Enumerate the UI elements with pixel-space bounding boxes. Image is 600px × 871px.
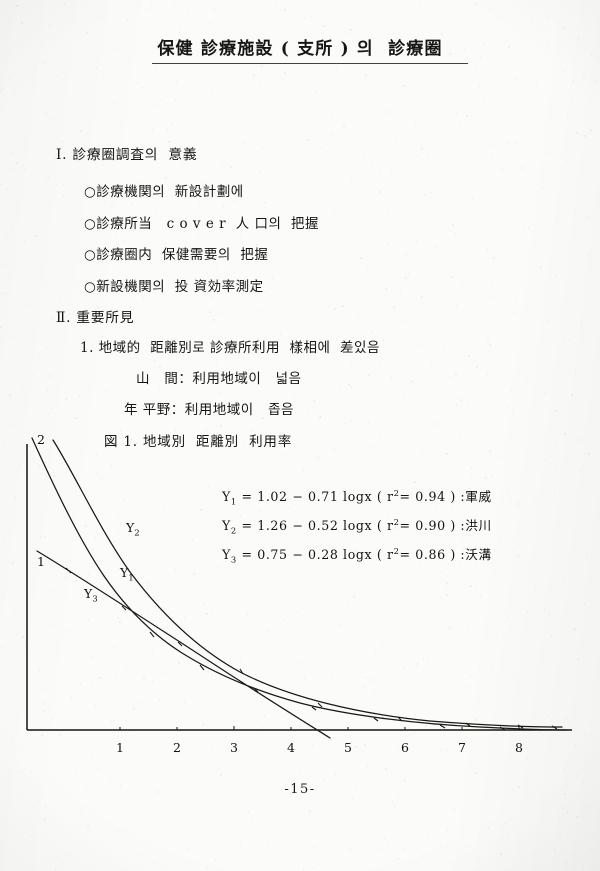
equation-y2-body: = 1.26 − 0.52 logx ( r — [236, 518, 394, 533]
x-axis-tick-3: 3 — [230, 740, 238, 755]
section-1-bullet-2: ○診療所当 c o v e r 人 口의 把握 — [84, 216, 319, 232]
equation-y1: Y1 = 1.02 − 0.71 logx ( r2= 0.94 ) :軍威 — [222, 486, 492, 507]
equation-y2-exponent: 2 — [393, 516, 400, 527]
page-number: -15- — [284, 782, 316, 797]
section-1-bullet-4: ○新設機関의 投 資効率測定 — [84, 279, 264, 295]
section-2-item-plain: 年 平野：利用地域이 좁음 — [124, 402, 294, 418]
curve-label-y3: Y3 — [84, 586, 98, 605]
equation-y3-region: 沃溝 — [465, 547, 492, 562]
curve-y3 — [36, 550, 331, 739]
curve-label-y3-base: Y — [84, 586, 93, 601]
section-1-heading: Ⅰ. 診療圈調査의 意義 — [56, 147, 198, 163]
y-axis-tick-2: 2 — [37, 432, 45, 447]
equation-y1-body: = 1.02 − 0.71 logx ( r — [236, 489, 394, 504]
x-axis-tick-1: 1 — [116, 740, 124, 755]
curve-label-y1-sub: 1 — [128, 573, 134, 584]
curve-label-y3-sub: 3 — [92, 594, 98, 605]
y-axis-tick-1: 1 — [37, 554, 45, 569]
curve-label-y2: Y2 — [126, 520, 140, 539]
section-2-item-mountain: 山 間：利用地域이 넓음 — [136, 371, 302, 387]
equation-y1-tail: = 0.94 ) : — [399, 489, 466, 504]
curve-y2 — [52, 439, 563, 728]
equation-y3-lhs-sub: 3 — [230, 554, 237, 565]
equation-y2-tail: = 0.90 ) : — [399, 518, 466, 533]
curve-label-y2-base: Y — [126, 520, 135, 535]
section-1-bullet-3: ○診療圈内 保健需要의 把握 — [84, 247, 269, 263]
equation-y3-body: = 0.75 − 0.28 logx ( r — [236, 547, 394, 562]
curve-label-y1: Y1 — [120, 565, 134, 584]
equation-y3-exponent: 2 — [393, 545, 400, 556]
figure-1: 図 1. 地域別 距離別 利用率 — [0, 420, 600, 765]
curve-label-y2-sub: 2 — [134, 528, 140, 539]
curve-y1 — [31, 437, 567, 731]
equation-y1-lhs-sub: 1 — [230, 496, 237, 507]
x-axis-tick-2: 2 — [173, 740, 181, 755]
figure-caption: 図 1. 地域別 距離別 利用率 — [104, 434, 293, 450]
curve-y3-markers — [65, 567, 183, 647]
curve-y2-markers — [239, 668, 558, 730]
equation-y1-exponent: 2 — [393, 487, 400, 498]
x-axis-ticks — [119, 726, 520, 730]
title-block: 保健 診療施設 ( 支所 ) 의 診療圈 — [0, 34, 600, 59]
equation-y1-region: 軍威 — [465, 489, 492, 504]
x-axis-tick-5: 5 — [344, 740, 352, 755]
x-axis-tick-7: 7 — [458, 740, 466, 755]
x-axis-tick-6: 6 — [401, 740, 409, 755]
x-axis-tick-8: 8 — [515, 740, 523, 755]
equation-y1-lhs: Y — [222, 489, 231, 504]
equation-y2-lhs: Y — [222, 518, 231, 533]
equation-y2-region: 洪川 — [465, 518, 492, 533]
equation-y3-tail: = 0.86 ) : — [399, 547, 466, 562]
equation-y2: Y2 = 1.26 − 0.52 logx ( r2= 0.90 ) :洪川 — [222, 515, 492, 536]
curve-label-y1-base: Y — [120, 565, 129, 580]
page-title: 保健 診療施設 ( 支所 ) 의 診療圈 — [157, 39, 443, 59]
curve-y1-markers — [149, 631, 506, 731]
equation-y3: Y3 = 0.75 − 0.28 logx ( r2= 0.86 ) :沃溝 — [222, 544, 492, 565]
x-axis-tick-4: 4 — [287, 740, 295, 755]
section-2-heading: Ⅱ. 重要所見 — [56, 310, 135, 326]
equation-y2-lhs-sub: 2 — [230, 525, 237, 536]
section-1-bullet-1: ○診療機関의 新設計劃에 — [84, 184, 244, 200]
title-underline — [152, 63, 468, 64]
plot-area — [26, 437, 572, 739]
section-2-item-1: 1. 地域的 距離別로 診療所利用 樣相에 差있음 — [80, 340, 380, 356]
equation-y3-lhs: Y — [222, 547, 231, 562]
